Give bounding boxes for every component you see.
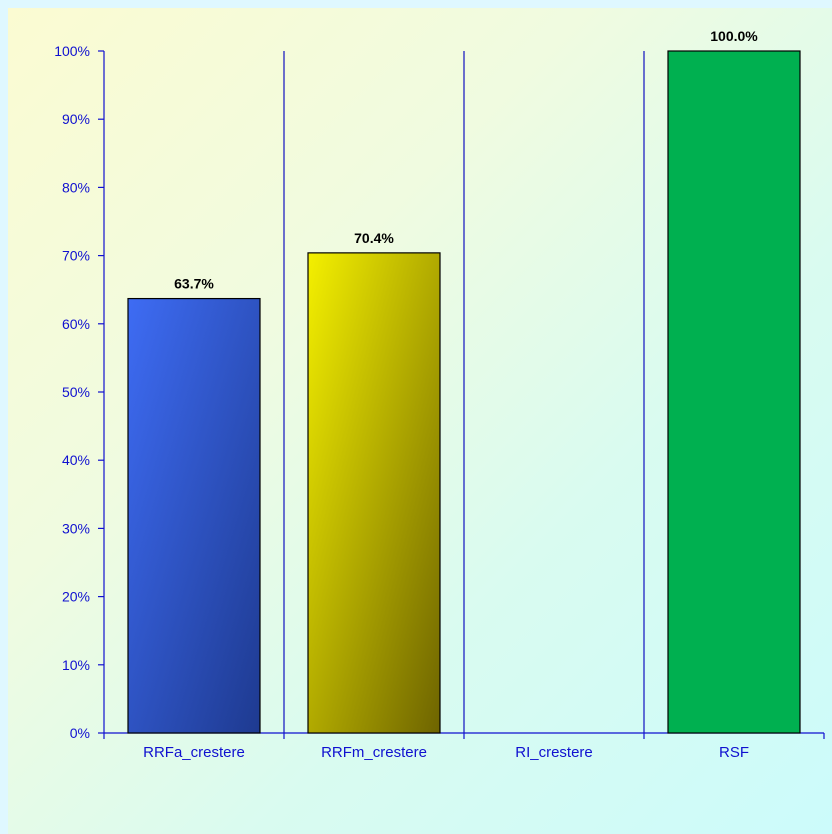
category-label-ri-crestere: RI_crestere (515, 744, 593, 761)
y-tick-label: 100% (54, 43, 90, 59)
y-tick-label: 90% (62, 111, 90, 127)
bar-rsf (667, 50, 801, 734)
y-tick-label: 10% (62, 657, 90, 673)
y-tick-label: 40% (62, 452, 90, 468)
y-tick-label: 80% (62, 179, 90, 195)
y-tick-label: 50% (62, 384, 90, 400)
y-tick-label: 20% (62, 589, 90, 605)
y-tick-label: 0% (70, 725, 90, 741)
category-label-rsf: RSF (719, 744, 749, 761)
bar-rrfm-crestere (307, 252, 441, 734)
data-label-rrfm-crestere: 70.4% (354, 230, 394, 246)
category-label-rrfm-crestere: RRFm_crestere (321, 744, 427, 761)
data-label-rrfa-crestere: 63.7% (174, 276, 214, 292)
bar-rrfa-crestere (127, 297, 261, 734)
y-tick-label: 70% (62, 248, 90, 264)
category-label-rrfa-crestere: RRFa_crestere (143, 744, 245, 761)
y-tick-label: 60% (62, 316, 90, 332)
data-label-rsf: 100.0% (710, 28, 758, 44)
y-tick-label: 30% (62, 520, 90, 536)
